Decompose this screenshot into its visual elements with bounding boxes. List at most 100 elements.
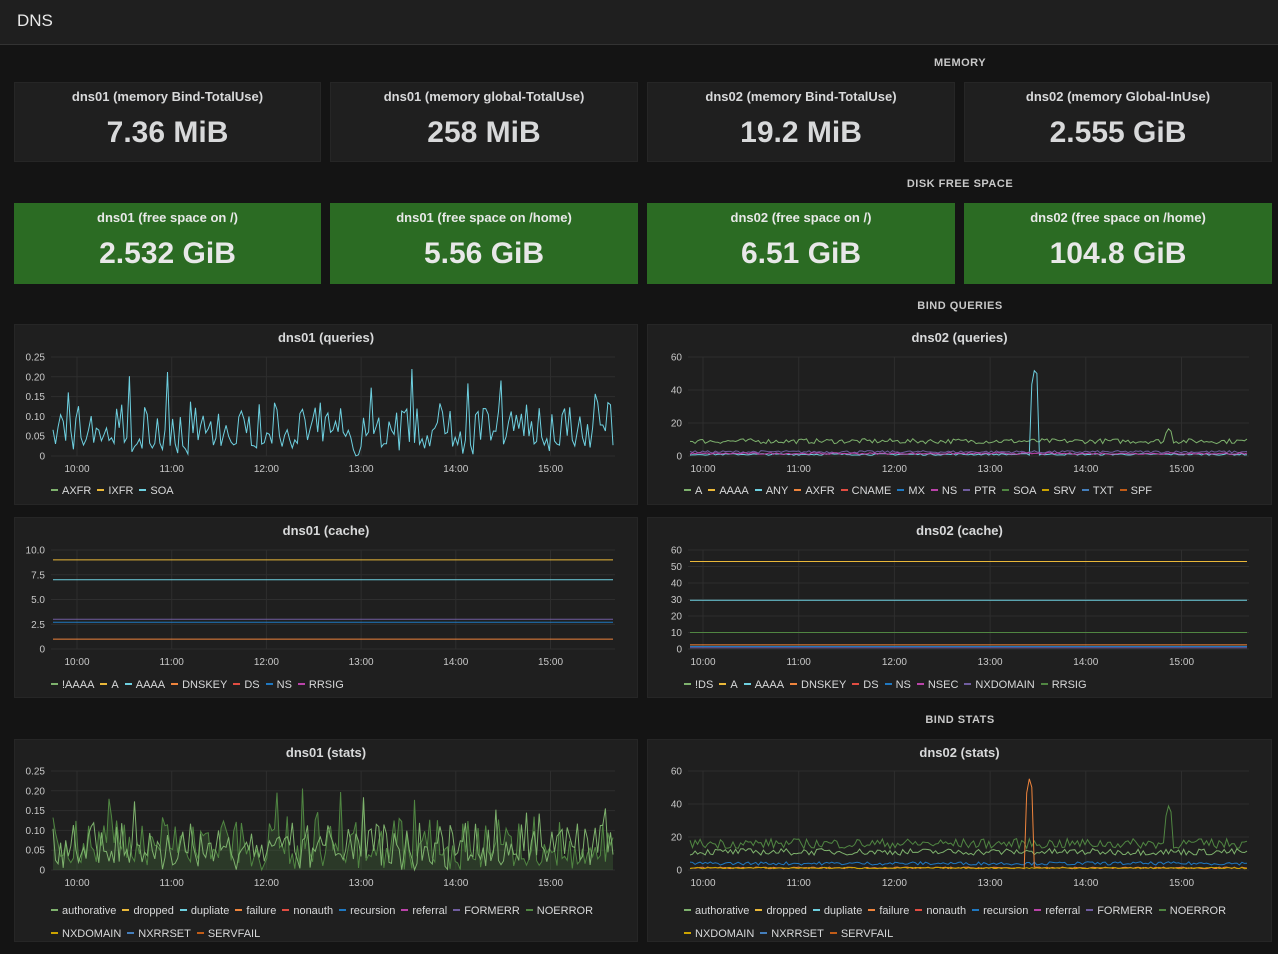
stat-title[interactable]: dns01 (memory Bind-TotalUse)	[71, 89, 264, 104]
stat-value: 19.2 MiB	[740, 116, 862, 149]
graph-plot: 0 20 40 60 10:00 11:00 12:00 13:00 14:00 15:00	[671, 353, 1249, 475]
legend-item[interactable]: A	[684, 485, 702, 497]
stat-title[interactable]: dns02 (memory Global-InUse)	[1025, 89, 1211, 104]
legend-item[interactable]: RRSIG	[1040, 679, 1087, 691]
legend-item[interactable]: nonauth	[282, 900, 333, 923]
legend-item[interactable]: dropped	[755, 900, 807, 923]
legend-swatch	[265, 683, 273, 686]
x-tick-label: 13:00	[978, 464, 1003, 475]
legend-item[interactable]: DS	[233, 679, 260, 691]
legend-item[interactable]: AXFR	[794, 485, 835, 497]
legend-item[interactable]: NS	[265, 679, 292, 691]
legend-item[interactable]: SERVFAIL	[829, 923, 893, 946]
graph-title[interactable]: dns01 (queries)	[277, 330, 375, 345]
legend-item[interactable]: NXRRSET	[127, 923, 191, 946]
legend-item[interactable]: dupliate	[179, 900, 229, 923]
row-title-memory[interactable]: MEMORY	[933, 57, 987, 69]
legend-item[interactable]: SOA	[139, 485, 174, 497]
graph-title[interactable]: dns02 (stats)	[919, 745, 1000, 760]
legend-item[interactable]: NXDOMAIN	[51, 923, 121, 946]
stat-title[interactable]: dns02 (free space on /home)	[1030, 210, 1206, 225]
legend-item[interactable]: AXFR	[51, 485, 91, 497]
stat-title[interactable]: dns01 (free space on /)	[97, 210, 238, 225]
legend-item[interactable]: dropped	[122, 900, 174, 923]
legend-item[interactable]: DNSKEY	[790, 679, 846, 691]
legend-item[interactable]: A	[100, 679, 119, 691]
legend-item[interactable]: NOERROR	[525, 900, 593, 923]
legend-item[interactable]: NOERROR	[1158, 900, 1226, 923]
dashboard-title[interactable]: DNS	[17, 11, 53, 30]
legend-item[interactable]: referral	[401, 900, 447, 923]
legend-item[interactable]: NXDOMAIN	[684, 923, 754, 946]
legend-label: nonauth	[293, 905, 334, 917]
legend-swatch	[708, 489, 716, 492]
legend-label: A	[730, 679, 738, 691]
row-title-disk[interactable]: DISK FREE SPACE	[906, 178, 1014, 190]
row-title-stats[interactable]: BIND STATS	[925, 714, 995, 726]
legend-item[interactable]: NS	[884, 679, 911, 691]
y-tick-label: 10.0	[26, 546, 46, 557]
legend-item[interactable]: NXDOMAIN	[964, 679, 1035, 691]
legend-label: AAAA	[754, 679, 785, 691]
legend-item[interactable]: IXFR	[97, 485, 133, 497]
legend-item[interactable]: MX	[897, 485, 925, 497]
y-tick-label: 60	[671, 546, 683, 557]
legend-item[interactable]: SERVFAIL	[196, 923, 260, 946]
graph-title[interactable]: dns01 (stats)	[285, 745, 367, 760]
legend-label: AAAA	[135, 679, 166, 691]
row-title-queries[interactable]: BIND QUERIES	[917, 300, 1003, 312]
stat-title[interactable]: dns02 (free space on /)	[730, 210, 872, 225]
legend-item[interactable]: A	[719, 679, 738, 691]
legend-item[interactable]: !AAAA	[51, 679, 94, 691]
legend-item[interactable]: SOA	[1002, 485, 1036, 497]
legend-item[interactable]: SRV	[1042, 485, 1076, 497]
legend-item[interactable]: NXRRSET	[760, 923, 824, 946]
legend-item[interactable]: authorative	[51, 900, 116, 923]
legend-item[interactable]: failure	[235, 900, 276, 923]
legend-item[interactable]: NS	[930, 485, 957, 497]
stat-title[interactable]: dns01 (memory global-TotalUse)	[383, 89, 585, 104]
graph-legend: !DS A AAAA DNSKEY DS NS NSEC NXDOMAIN RRSIG	[684, 679, 1093, 691]
graph-title[interactable]: dns01 (cache)	[282, 523, 370, 538]
legend-item[interactable]: recursion	[972, 900, 1028, 923]
legend-item[interactable]: AAAA	[743, 679, 785, 691]
legend-item[interactable]: ANY	[754, 485, 788, 497]
stat-value: 2.555 GiB	[1049, 116, 1187, 149]
legend-item[interactable]: referral	[1034, 900, 1080, 923]
legend-swatch	[235, 909, 243, 912]
legend-item[interactable]: FORMERR	[453, 900, 520, 923]
legend-item[interactable]: recursion	[339, 900, 395, 923]
legend-item[interactable]: CNAME	[840, 485, 891, 497]
legend-item[interactable]: !DS	[684, 679, 713, 691]
legend-swatch	[453, 909, 461, 912]
graph-title[interactable]: dns02 (queries)	[911, 330, 1008, 345]
legend-label: NXDOMAIN	[975, 679, 1035, 691]
legend-label: recursion	[983, 905, 1029, 917]
legend-item[interactable]: PTR	[963, 485, 996, 497]
stat-title[interactable]: dns02 (memory Bind-TotalUse)	[705, 89, 897, 104]
graph-title[interactable]: dns02 (cache)	[916, 523, 1003, 538]
legend-item[interactable]: FORMERR	[1086, 900, 1153, 923]
legend-item[interactable]: nonauth	[915, 900, 966, 923]
x-tick-label: 15:00	[538, 657, 563, 668]
legend-item[interactable]: DNSKEY	[171, 679, 227, 691]
legend-item[interactable]: failure	[868, 900, 909, 923]
legend-item[interactable]: DS	[852, 679, 879, 691]
legend-item[interactable]: AAAA	[708, 485, 749, 497]
series-line-noerror	[689, 804, 1248, 851]
legend-swatch	[790, 683, 798, 686]
legend-swatch	[122, 909, 130, 912]
legend-item[interactable]: authorative	[684, 900, 749, 923]
legend-item[interactable]: RRSIG	[297, 679, 344, 691]
legend-swatch	[124, 683, 132, 686]
legend-label: !DS	[695, 679, 714, 691]
legend-label: FORMERR	[464, 905, 520, 917]
legend-swatch	[339, 909, 347, 912]
legend-item[interactable]: SPF	[1119, 485, 1152, 497]
x-tick-label: 11:00	[787, 657, 812, 668]
legend-item[interactable]: AAAA	[124, 679, 166, 691]
stat-title[interactable]: dns01 (free space on /home)	[396, 210, 572, 225]
legend-item[interactable]: TXT	[1081, 485, 1114, 497]
legend-item[interactable]: dupliate	[812, 900, 862, 923]
legend-item[interactable]: NSEC	[916, 679, 958, 691]
